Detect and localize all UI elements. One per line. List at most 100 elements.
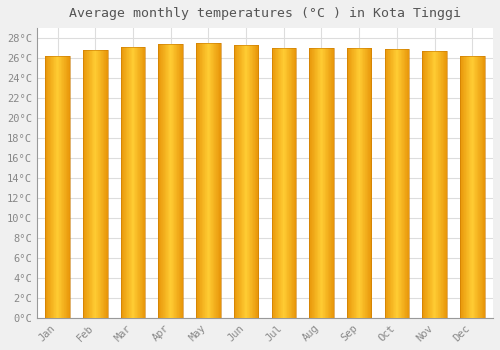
Bar bbox=[102, 50, 104, 318]
Bar bbox=[310, 48, 312, 318]
Bar bbox=[426, 51, 428, 318]
Bar bbox=[423, 51, 424, 318]
Bar bbox=[472, 56, 473, 318]
Bar bbox=[93, 50, 94, 318]
Bar bbox=[141, 47, 142, 318]
Bar bbox=[284, 48, 285, 318]
Bar bbox=[210, 43, 211, 318]
Bar bbox=[460, 56, 484, 318]
Bar bbox=[214, 43, 216, 318]
Bar bbox=[201, 43, 202, 318]
Bar bbox=[370, 48, 371, 318]
Bar bbox=[480, 56, 481, 318]
Bar bbox=[123, 47, 124, 318]
Bar bbox=[46, 56, 48, 318]
Bar bbox=[120, 47, 122, 318]
Bar bbox=[368, 48, 369, 318]
Bar bbox=[57, 56, 58, 318]
Bar bbox=[330, 48, 332, 318]
Bar bbox=[101, 50, 102, 318]
Bar bbox=[235, 45, 236, 318]
Bar bbox=[429, 51, 430, 318]
Bar bbox=[173, 44, 174, 318]
Bar bbox=[52, 56, 53, 318]
Bar bbox=[68, 56, 69, 318]
Bar bbox=[315, 48, 316, 318]
Bar bbox=[135, 47, 136, 318]
Bar bbox=[442, 51, 443, 318]
Bar bbox=[202, 43, 203, 318]
Bar bbox=[130, 47, 132, 318]
Bar bbox=[236, 45, 237, 318]
Bar bbox=[445, 51, 446, 318]
Bar bbox=[94, 50, 96, 318]
Bar bbox=[440, 51, 442, 318]
Bar bbox=[403, 49, 404, 318]
Bar bbox=[199, 43, 200, 318]
Bar bbox=[136, 47, 137, 318]
Bar bbox=[463, 56, 464, 318]
Bar bbox=[179, 44, 180, 318]
Bar bbox=[442, 51, 444, 318]
Bar bbox=[162, 44, 163, 318]
Bar bbox=[347, 48, 372, 318]
Bar bbox=[63, 56, 64, 318]
Bar bbox=[364, 48, 365, 318]
Bar bbox=[61, 56, 62, 318]
Bar bbox=[252, 45, 253, 318]
Bar bbox=[50, 56, 51, 318]
Bar bbox=[244, 45, 245, 318]
Bar bbox=[161, 44, 162, 318]
Bar bbox=[254, 45, 255, 318]
Bar bbox=[321, 48, 322, 318]
Bar bbox=[326, 48, 327, 318]
Bar bbox=[246, 45, 247, 318]
Bar bbox=[359, 48, 360, 318]
Bar bbox=[428, 51, 430, 318]
Bar bbox=[422, 51, 447, 318]
Bar bbox=[352, 48, 354, 318]
Bar bbox=[398, 49, 399, 318]
Bar bbox=[200, 43, 201, 318]
Bar bbox=[209, 43, 210, 318]
Bar bbox=[350, 48, 351, 318]
Bar bbox=[276, 48, 277, 318]
Bar bbox=[238, 45, 239, 318]
Bar bbox=[473, 56, 474, 318]
Bar bbox=[384, 49, 409, 318]
Bar bbox=[460, 56, 461, 318]
Bar bbox=[143, 47, 144, 318]
Bar bbox=[248, 45, 250, 318]
Bar bbox=[389, 49, 390, 318]
Bar bbox=[55, 56, 56, 318]
Bar bbox=[253, 45, 254, 318]
Bar bbox=[196, 43, 197, 318]
Bar bbox=[309, 48, 334, 318]
Bar bbox=[369, 48, 370, 318]
Bar bbox=[287, 48, 288, 318]
Bar bbox=[393, 49, 394, 318]
Bar bbox=[204, 43, 205, 318]
Bar bbox=[295, 48, 296, 318]
Bar bbox=[314, 48, 315, 318]
Bar bbox=[180, 44, 182, 318]
Bar bbox=[158, 44, 183, 318]
Bar bbox=[406, 49, 407, 318]
Bar bbox=[394, 49, 396, 318]
Bar bbox=[285, 48, 286, 318]
Bar bbox=[212, 43, 213, 318]
Bar bbox=[47, 56, 48, 318]
Bar bbox=[58, 56, 59, 318]
Bar bbox=[360, 48, 361, 318]
Bar bbox=[484, 56, 485, 318]
Bar bbox=[272, 48, 273, 318]
Bar bbox=[273, 48, 274, 318]
Bar bbox=[322, 48, 324, 318]
Bar bbox=[316, 48, 317, 318]
Bar bbox=[66, 56, 67, 318]
Bar bbox=[60, 56, 62, 318]
Bar bbox=[169, 44, 170, 318]
Bar bbox=[395, 49, 396, 318]
Bar bbox=[434, 51, 436, 318]
Bar bbox=[348, 48, 349, 318]
